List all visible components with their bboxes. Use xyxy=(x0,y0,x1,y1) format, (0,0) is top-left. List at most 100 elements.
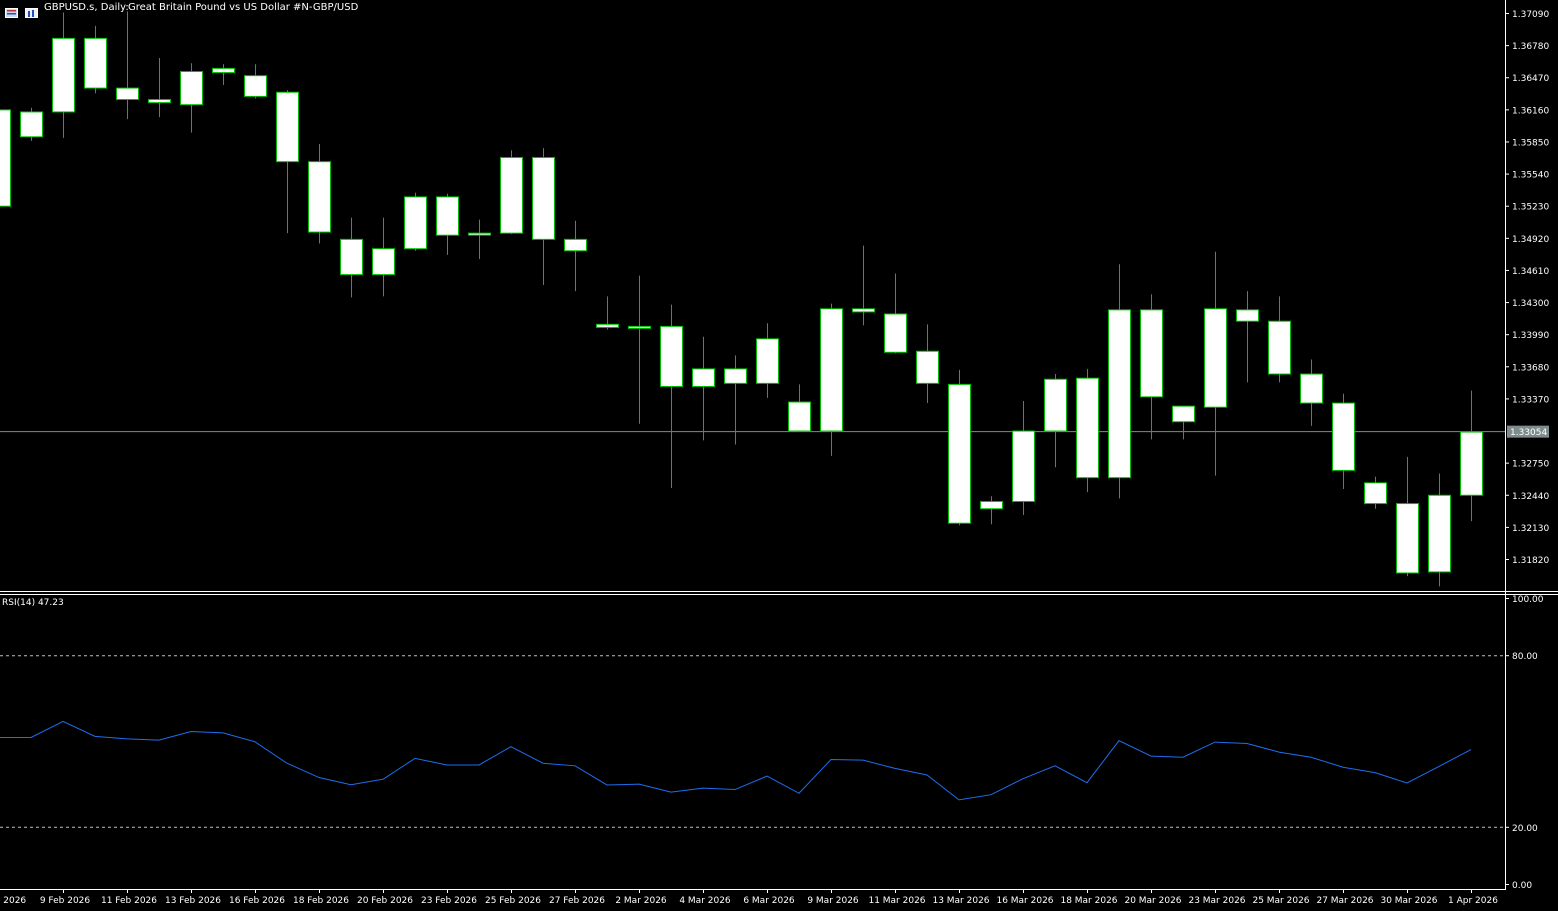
chart-symbol-icon[interactable] xyxy=(25,3,38,18)
candle[interactable] xyxy=(468,219,491,260)
candle-body xyxy=(756,338,779,384)
price-tick-label: 1.35230 xyxy=(1512,203,1549,213)
candle[interactable] xyxy=(276,90,299,234)
price-tick-label: 1.36160 xyxy=(1512,106,1549,116)
date-label: 18 Feb 2026 xyxy=(293,896,349,906)
candle-body xyxy=(468,232,491,236)
candle[interactable] xyxy=(20,107,43,141)
candle[interactable] xyxy=(916,324,939,404)
candle-body xyxy=(308,161,331,233)
price-tick-label: 1.33370 xyxy=(1512,395,1549,405)
candle-body xyxy=(884,313,907,353)
date-label: 25 Mar 2026 xyxy=(1252,896,1309,906)
candle[interactable] xyxy=(148,58,171,118)
candle[interactable] xyxy=(1268,296,1291,383)
candle[interactable] xyxy=(340,217,363,298)
date-label: 6 Mar 2026 xyxy=(743,896,795,906)
date-label: 9 Feb 2026 xyxy=(40,896,91,906)
candle[interactable] xyxy=(1300,359,1323,426)
candle[interactable] xyxy=(1044,374,1067,468)
candle-body xyxy=(148,98,171,104)
candle[interactable] xyxy=(0,109,11,216)
date-label: 16 Feb 2026 xyxy=(229,896,285,906)
date-label: 13 Feb 2026 xyxy=(165,896,221,906)
candle-body xyxy=(1364,482,1387,505)
candle-body xyxy=(1396,503,1419,574)
candle-body xyxy=(180,71,203,106)
candle[interactable] xyxy=(724,355,747,445)
candle[interactable] xyxy=(1460,390,1483,522)
candle[interactable] xyxy=(596,296,619,330)
candle[interactable] xyxy=(788,384,811,433)
price-tick-label: 1.33990 xyxy=(1512,331,1549,341)
candle[interactable] xyxy=(756,323,779,398)
candle[interactable] xyxy=(244,64,267,99)
candle[interactable] xyxy=(980,496,1003,525)
price-tick-label: 1.32750 xyxy=(1512,460,1549,470)
candle[interactable] xyxy=(948,369,971,526)
candle[interactable] xyxy=(180,63,203,133)
candle[interactable] xyxy=(1172,405,1195,440)
candle[interactable] xyxy=(1108,264,1131,499)
candle[interactable] xyxy=(1204,251,1227,476)
candle-body xyxy=(660,325,683,387)
price-tick-label: 1.36780 xyxy=(1512,42,1549,52)
candle[interactable] xyxy=(1428,473,1451,587)
candle[interactable] xyxy=(628,275,651,424)
candle[interactable] xyxy=(564,220,587,292)
rsi-subwindow xyxy=(0,720,1472,801)
candle[interactable] xyxy=(116,11,139,120)
candle[interactable] xyxy=(212,64,235,85)
candle-body xyxy=(404,196,427,250)
date-label: 16 Mar 2026 xyxy=(996,896,1053,906)
date-label: 13 Mar 2026 xyxy=(932,896,989,906)
candle-body xyxy=(948,383,971,524)
symbol-info: GBPUSD.s, Daily: xyxy=(44,2,129,13)
candle-body xyxy=(212,67,235,74)
candle-body xyxy=(1044,378,1067,432)
candle[interactable] xyxy=(692,336,715,441)
candle[interactable] xyxy=(1076,368,1099,493)
candle-body xyxy=(820,308,843,432)
date-label: 5 Feb 2026 xyxy=(0,896,26,906)
date-label: 30 Mar 2026 xyxy=(1380,896,1437,906)
candle[interactable] xyxy=(852,245,875,326)
candle-body xyxy=(596,323,619,328)
candle-body xyxy=(628,325,651,329)
candle[interactable] xyxy=(1140,294,1163,440)
candle[interactable] xyxy=(884,273,907,354)
candle[interactable] xyxy=(1332,393,1355,490)
date-label: 20 Mar 2026 xyxy=(1124,896,1181,906)
candle-body xyxy=(692,368,715,387)
price-tick-label: 1.33680 xyxy=(1512,363,1549,373)
candle[interactable] xyxy=(1236,291,1259,383)
candle[interactable] xyxy=(372,217,395,297)
candle[interactable] xyxy=(820,303,843,456)
date-label: 18 Mar 2026 xyxy=(1060,896,1117,906)
candle-body xyxy=(1140,309,1163,398)
candle[interactable] xyxy=(1012,400,1035,515)
candle-body xyxy=(1332,402,1355,471)
candle-body xyxy=(1012,430,1035,502)
candle[interactable] xyxy=(308,144,331,244)
price-tick-label: 1.36470 xyxy=(1512,74,1549,84)
price-tick-label: 1.34610 xyxy=(1512,267,1549,277)
candle[interactable] xyxy=(1364,476,1387,509)
candle[interactable] xyxy=(404,192,427,251)
candle[interactable] xyxy=(52,12,75,138)
candle-body xyxy=(852,308,875,313)
candle[interactable] xyxy=(500,150,523,235)
candle[interactable] xyxy=(436,193,459,255)
candle[interactable] xyxy=(532,148,555,285)
date-label: 1 Apr 2026 xyxy=(1448,896,1498,906)
candle[interactable] xyxy=(660,304,683,489)
candle-body xyxy=(244,75,267,97)
chart-menu-icon[interactable] xyxy=(5,3,18,18)
candle-body xyxy=(84,37,107,89)
candle[interactable] xyxy=(1396,456,1419,577)
date-label: 11 Mar 2026 xyxy=(868,896,925,906)
date-label: 27 Feb 2026 xyxy=(549,896,605,906)
candle[interactable] xyxy=(84,25,107,94)
candle-body xyxy=(788,401,811,432)
